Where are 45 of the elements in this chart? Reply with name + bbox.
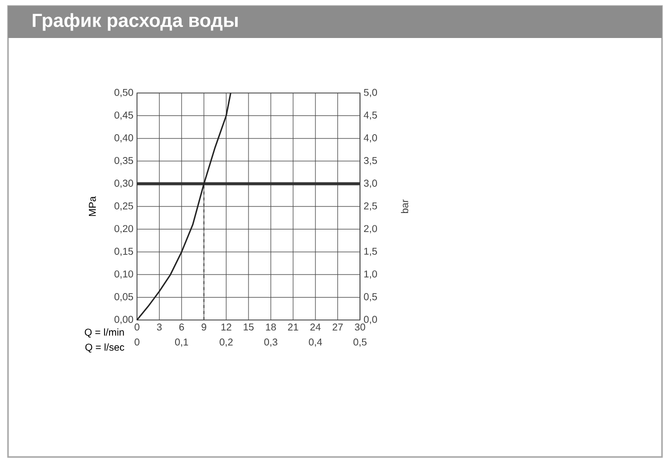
- x2-axis-title: Q = l/sec: [85, 343, 124, 353]
- x-tick-label: 0: [134, 324, 140, 331]
- x2-tick-label: 0,5: [353, 338, 367, 347]
- y-tick-label: 0,45: [114, 112, 134, 120]
- x-tick-label: 18: [266, 324, 276, 331]
- y2-tick-label: 5,0: [364, 88, 377, 98]
- y-tick-label: 0,35: [114, 156, 134, 166]
- y2-tick-label: 3,0: [364, 180, 377, 188]
- x2-tick-label: 0: [134, 338, 140, 346]
- x-tick-label: 12: [221, 324, 232, 330]
- y2-tick-label: 2,0: [364, 225, 377, 234]
- y-tick-label: 0,40: [114, 134, 134, 143]
- x-tick-label: 27: [332, 324, 343, 330]
- y2-tick-label: 0,0: [364, 316, 377, 324]
- y-tick-label: 0,00: [114, 316, 134, 324]
- y2-tick-label: 1,0: [364, 270, 377, 279]
- y-tick-label: 0,25: [114, 202, 134, 211]
- y-axis-title: MPa: [88, 196, 96, 216]
- x2-tick-label: 0,2: [220, 338, 233, 347]
- y-tick-label: 0,15: [114, 248, 134, 256]
- x-tick-label: 24: [310, 324, 321, 330]
- x-tick-label: 3: [156, 324, 162, 331]
- x2-tick-label: 0,4: [308, 338, 322, 347]
- x-tick-label: 9: [202, 324, 206, 331]
- y2-tick-label: 1,5: [364, 248, 377, 256]
- y-tick-label: 0,05: [114, 293, 134, 302]
- y2-tick-label: 4,5: [364, 112, 377, 120]
- x-tick-label: 6: [179, 324, 184, 331]
- y-tick-label: 0,30: [114, 180, 134, 188]
- x-tick-label: 21: [288, 324, 298, 330]
- x-tick-label: 30: [354, 324, 366, 331]
- y2-tick-label: 4,0: [364, 134, 377, 143]
- chart-title: График расхода воды: [32, 13, 238, 31]
- y-tick-label: 0,20: [114, 225, 134, 234]
- y2-tick-label: 3,5: [364, 156, 377, 166]
- y-tick-label: 0,10: [114, 270, 134, 279]
- y2-tick-label: 2,5: [364, 202, 377, 211]
- x-axis-title: Q = l/min: [84, 328, 124, 338]
- x2-tick-label: 0,3: [264, 338, 278, 347]
- y2-tick-label: 0,5: [364, 293, 377, 302]
- x2-tick-label: 0,1: [175, 338, 188, 347]
- line-series: [136, 92, 232, 321]
- y-tick-label: 0,50: [114, 88, 134, 98]
- y2-axis-title: bar: [400, 199, 408, 214]
- x-tick-label: 15: [244, 324, 254, 330]
